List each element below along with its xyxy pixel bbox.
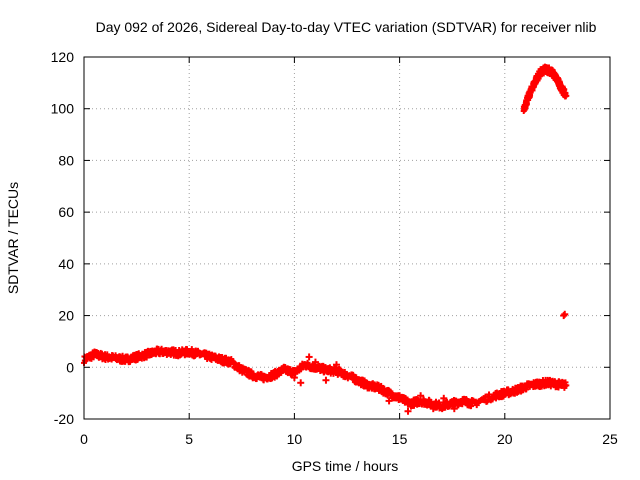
data-point (332, 361, 340, 369)
data-point (280, 363, 288, 371)
y-tick-label: 0 (66, 359, 74, 375)
chart-title: Day 092 of 2026, Sidereal Day-to-day VTE… (96, 19, 597, 35)
data-point (375, 381, 383, 389)
data-point (561, 310, 569, 318)
x-tick-label: 0 (80, 431, 88, 447)
y-tick-label: -20 (54, 411, 74, 427)
y-tick-label: 80 (58, 152, 74, 168)
plot-frame (83, 56, 611, 420)
axis-ticks (83, 56, 611, 420)
data-point (555, 384, 562, 391)
data-point (440, 394, 448, 402)
data-point (396, 392, 404, 400)
data-point (143, 354, 150, 361)
y-tick-label: 20 (58, 308, 74, 324)
y-tick-label: 60 (58, 204, 74, 220)
x-tick-labels: 0 5 10 15 20 25 (80, 431, 618, 447)
y-tick-label: 40 (58, 256, 74, 272)
data-point (450, 405, 458, 413)
x-tick-label: 15 (392, 431, 408, 447)
data-point (297, 379, 305, 387)
data-point (560, 312, 568, 320)
y-tick-label: 100 (51, 101, 75, 117)
grid (84, 57, 610, 419)
data-point (404, 407, 412, 415)
x-tick-label: 5 (185, 431, 193, 447)
data-point (385, 397, 393, 405)
data-point (417, 392, 425, 400)
data-point (463, 397, 471, 405)
x-tick-label: 25 (602, 431, 618, 447)
data-point (562, 381, 570, 389)
data-point (429, 405, 437, 413)
x-tick-label: 20 (497, 431, 513, 447)
data-point (343, 371, 351, 379)
y-axis-title: SDTVAR / TECUs (5, 182, 21, 294)
data-point (305, 353, 313, 361)
data-point (290, 374, 298, 382)
data-point (562, 92, 570, 100)
y-tick-label: 120 (51, 49, 75, 65)
x-tick-label: 10 (287, 431, 303, 447)
data-point (322, 376, 330, 384)
y-tick-labels: -20 0 20 40 60 80 100 120 (51, 49, 75, 427)
data-point (311, 358, 319, 366)
data-points (81, 63, 570, 415)
x-axis-title: GPS time / hours (292, 458, 399, 474)
